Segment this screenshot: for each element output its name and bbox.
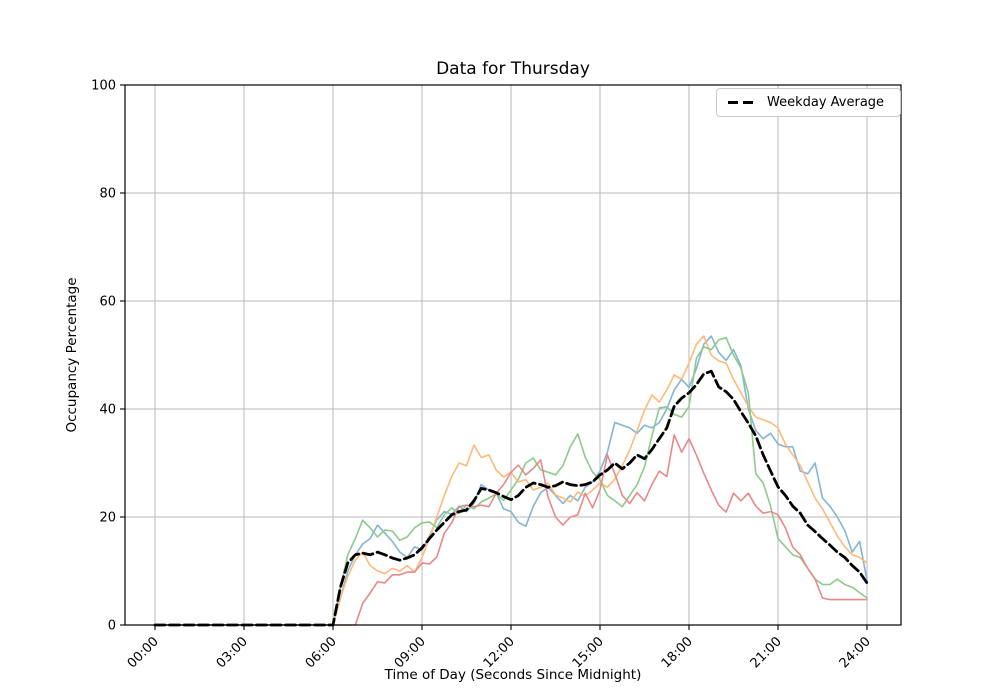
x-tick-label: 09:00 <box>392 634 429 671</box>
x-axis-label: Time of Day (Seconds Since Midnight) <box>384 667 642 683</box>
legend: Weekday Average <box>716 88 901 117</box>
y-tick-label: 100 <box>91 79 116 94</box>
y-tick-label: 40 <box>99 403 116 418</box>
axes-spines <box>124 84 902 626</box>
x-tick-label: 12:00 <box>481 634 518 671</box>
x-tick-label: 03:00 <box>214 634 251 671</box>
x-tick-label: 18:00 <box>659 634 696 671</box>
x-tick-label: 24:00 <box>837 634 874 671</box>
y-tick-label: 80 <box>99 187 116 202</box>
legend-label: Weekday Average <box>767 95 885 110</box>
y-tick-label: 0 <box>108 619 116 634</box>
dashed-line-sample-icon <box>728 101 756 104</box>
x-tick-label: 00:00 <box>125 634 162 671</box>
y-tick-label: 20 <box>99 511 116 526</box>
chart-title: Data for Thursday <box>436 59 590 79</box>
x-tick-label: 21:00 <box>748 634 785 671</box>
y-tick-label: 60 <box>99 295 116 310</box>
y-axis-label: Occupancy Percentage <box>64 277 80 433</box>
x-tick-label: 15:00 <box>570 634 607 671</box>
x-tick-label: 06:00 <box>303 634 340 671</box>
